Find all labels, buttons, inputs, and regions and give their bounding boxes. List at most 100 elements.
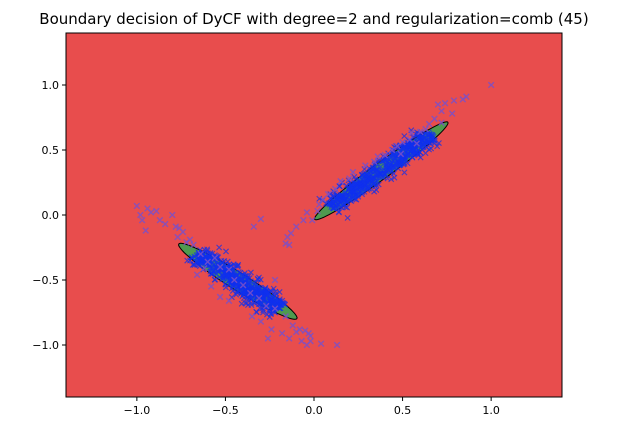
data-point xyxy=(200,265,208,272)
data-point xyxy=(413,140,421,147)
data-point xyxy=(230,276,238,284)
data-point xyxy=(349,168,357,176)
data-point xyxy=(324,190,332,198)
data-point xyxy=(156,216,164,224)
cluster-point xyxy=(407,152,414,159)
cluster-point xyxy=(387,169,394,176)
outlier-points xyxy=(133,81,495,349)
data-point xyxy=(216,293,224,301)
cluster-point xyxy=(338,204,345,211)
cluster-point xyxy=(248,296,255,303)
data-point xyxy=(282,313,289,320)
cluster-point xyxy=(222,280,229,287)
data-point xyxy=(264,335,272,342)
data-point xyxy=(282,240,289,247)
cluster-point xyxy=(238,271,245,278)
y-axis: −1.0 −0.5 0.0 0.5 1.0 xyxy=(32,79,66,352)
cluster-point xyxy=(366,169,373,176)
cluster-point xyxy=(351,174,358,180)
cluster-point xyxy=(409,147,416,154)
cluster-point xyxy=(378,173,385,180)
cluster-point xyxy=(270,285,277,292)
cluster-point xyxy=(392,153,399,160)
data-point xyxy=(257,215,265,223)
data-point xyxy=(190,241,197,249)
data-point xyxy=(250,223,258,230)
x-tick-label: 0.5 xyxy=(394,404,412,417)
cluster-point xyxy=(401,133,408,140)
cluster-point xyxy=(255,276,262,283)
cluster-point xyxy=(226,272,233,279)
plot-area xyxy=(66,33,562,397)
data-point xyxy=(248,313,256,320)
x-tick-label: 0.0 xyxy=(305,404,323,417)
data-point xyxy=(303,209,311,216)
cluster-point xyxy=(276,296,283,303)
data-point xyxy=(197,250,204,258)
data-point xyxy=(317,340,325,347)
data-point xyxy=(285,241,293,249)
cluster-point xyxy=(238,286,245,293)
cluster-point xyxy=(184,257,191,264)
cluster-point xyxy=(264,299,271,306)
data-point xyxy=(303,341,311,349)
data-point xyxy=(388,146,396,154)
data-point xyxy=(172,223,180,230)
data-point xyxy=(459,96,467,103)
cluster-point xyxy=(377,163,384,170)
cluster-point xyxy=(327,191,334,198)
cluster-point xyxy=(428,138,435,145)
data-point xyxy=(147,209,155,216)
cluster-point xyxy=(216,244,223,251)
x-tick-label: −1.0 xyxy=(123,404,150,417)
data-point xyxy=(308,216,316,224)
cluster-point xyxy=(426,146,433,153)
cluster-point xyxy=(337,204,344,211)
cluster-point xyxy=(260,309,266,316)
cluster-point xyxy=(240,291,247,298)
cluster-point xyxy=(344,214,351,221)
cluster-point xyxy=(207,251,214,258)
data-point xyxy=(133,202,141,210)
cluster-point xyxy=(345,186,352,193)
cluster-point xyxy=(277,305,284,312)
data-point xyxy=(239,281,247,289)
cluster-point xyxy=(247,278,254,285)
data-point xyxy=(448,110,456,117)
cluster-point xyxy=(373,171,380,178)
cluster-point xyxy=(338,192,345,199)
data-point xyxy=(138,216,146,224)
data-point xyxy=(438,119,445,126)
cluster-point xyxy=(263,292,270,299)
cluster-point xyxy=(330,205,337,212)
x-axis: −1.0 −0.5 0.0 0.5 1.0 xyxy=(123,397,500,417)
data-point xyxy=(397,150,405,158)
data-point xyxy=(314,207,321,215)
data-point xyxy=(438,107,445,115)
cluster-point xyxy=(191,262,198,269)
chart-title: Boundary decision of DyCF with degree=2 … xyxy=(39,10,588,28)
cluster-point xyxy=(344,204,351,211)
data-point xyxy=(381,151,389,159)
cluster-point xyxy=(260,297,267,304)
cluster-point xyxy=(410,145,417,152)
data-point xyxy=(225,297,233,305)
data-point xyxy=(153,207,160,215)
data-point xyxy=(425,120,433,128)
data-point xyxy=(262,302,270,310)
cluster-point xyxy=(401,169,408,176)
data-point xyxy=(333,341,341,349)
data-point xyxy=(331,185,339,193)
data-point xyxy=(137,211,144,219)
data-point xyxy=(393,142,401,150)
cluster-point xyxy=(241,270,248,277)
cluster-point xyxy=(247,269,254,276)
data-point xyxy=(246,289,254,297)
data-point xyxy=(298,337,305,345)
cluster-point xyxy=(263,290,270,297)
cluster-point xyxy=(329,196,336,203)
data-point xyxy=(337,177,344,185)
cluster-point xyxy=(428,131,435,138)
cluster-point xyxy=(328,201,335,208)
cluster-point xyxy=(417,154,424,161)
